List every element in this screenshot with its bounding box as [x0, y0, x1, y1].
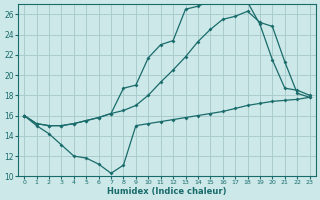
X-axis label: Humidex (Indice chaleur): Humidex (Indice chaleur) — [107, 187, 227, 196]
